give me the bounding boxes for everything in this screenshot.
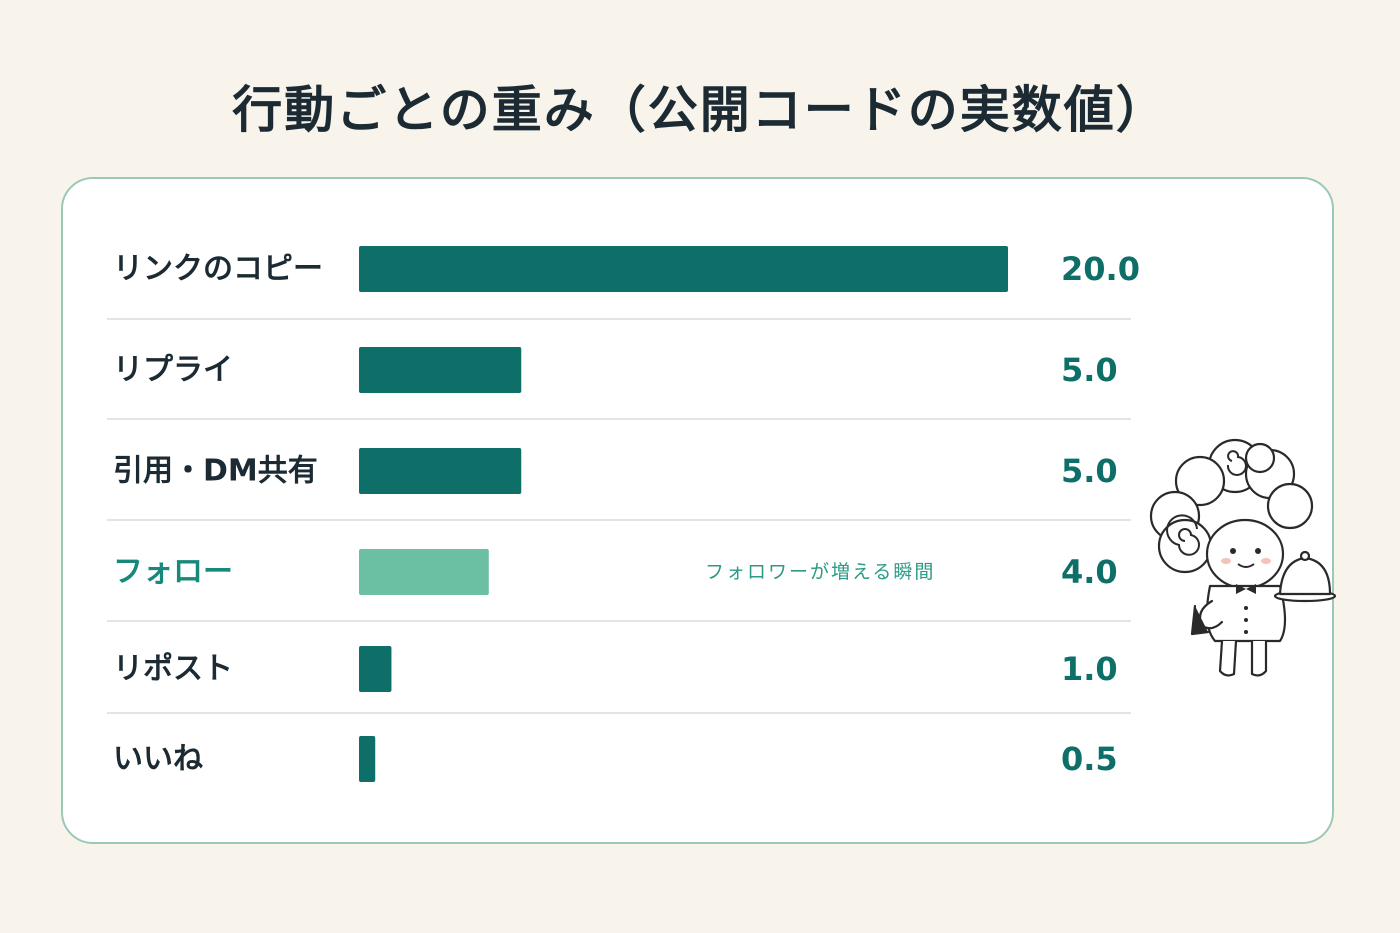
chart-card: リンクのコピー 20.0 リプライ 5.0 引用・DM共有 5.0 フォロー 4.0 フォロワー… (61, 177, 1334, 844)
category-label: リポスト (113, 652, 233, 687)
chart-title: 行動ごとの重み（公開コードの実数値） (232, 81, 1168, 139)
value-label: 0.5 (1061, 740, 1118, 778)
waiter-mascot-icon (1149, 438, 1337, 677)
bar (359, 736, 376, 782)
category-label: リンクのコピー (113, 252, 323, 287)
value-label: 5.0 (1061, 452, 1118, 490)
bar-annotation: フォロワーが増える瞬間 (705, 561, 935, 583)
bar-chart: リンクのコピー 20.0 リプライ 5.0 引用・DM共有 5.0 フォロー 4.0 フォロワー… (107, 246, 1140, 782)
value-label: 4.0 (1061, 553, 1118, 591)
value-label: 5.0 (1061, 351, 1118, 389)
category-label: いいね (113, 742, 203, 777)
category-label: リプライ (113, 353, 233, 388)
bar (359, 246, 1008, 292)
bar (359, 347, 522, 393)
category-label: フォロー (113, 555, 233, 590)
category-label: 引用・DM共有 (113, 454, 318, 489)
bar (359, 549, 489, 595)
bar (359, 448, 522, 494)
value-label: 20.0 (1061, 250, 1140, 288)
bar (359, 646, 392, 692)
value-label: 1.0 (1061, 650, 1118, 688)
